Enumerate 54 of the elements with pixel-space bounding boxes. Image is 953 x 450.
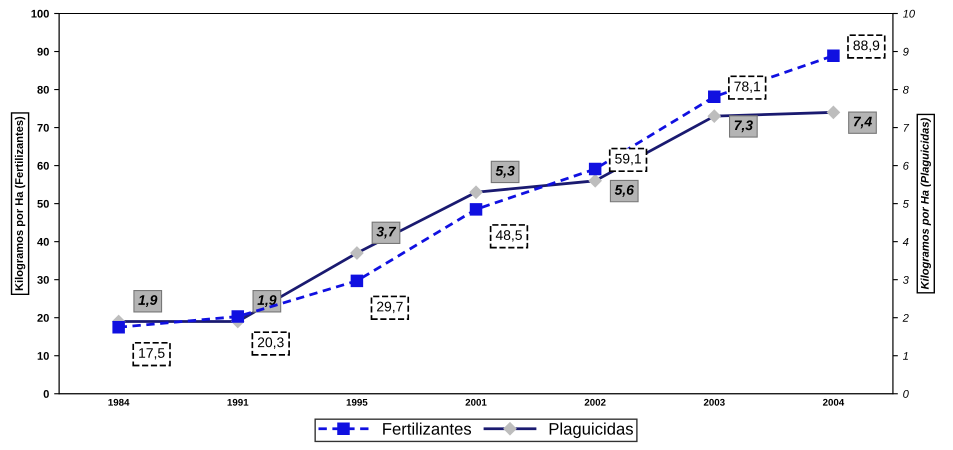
data-label: 17,5	[139, 348, 165, 360]
data-label: 1,9	[138, 295, 158, 307]
point	[350, 274, 364, 288]
y2-tick-label: 9	[903, 48, 909, 56]
data-label: 7,3	[734, 120, 753, 132]
data-label: 1,9	[257, 295, 276, 307]
y2-tick-label: 4	[902, 238, 908, 246]
y2-tick-label: 10	[902, 10, 915, 18]
x-tick-label: 2003	[704, 398, 725, 406]
data-label: 3,7	[376, 226, 396, 239]
data-label: 48,5	[496, 230, 522, 242]
y2-tick-label: 5	[902, 200, 909, 208]
y2-tick-label: 2	[902, 314, 909, 322]
y-tick-label: 50	[37, 200, 49, 208]
y2-axis-title: Kilogramos por Ha (Plaguicidas)	[920, 118, 931, 290]
y2-tick-label: 8	[902, 86, 909, 94]
y2-tick-label: 6	[903, 162, 909, 170]
point	[112, 320, 125, 334]
y-tick-label: 10	[38, 352, 49, 360]
x-tick-label: 2004	[822, 398, 844, 406]
y-tick-label: 20	[37, 314, 49, 322]
y-tick-label: 0	[44, 390, 49, 398]
data-label: 5,6	[614, 185, 634, 197]
x-tick-label: 1991	[228, 398, 248, 406]
point	[588, 162, 602, 176]
y2-tick-label: 1	[902, 352, 908, 360]
data-label: 59,1	[615, 154, 641, 166]
point	[827, 49, 840, 62]
x-tick-label: 2001	[466, 398, 487, 406]
y-tick-label: 60	[37, 162, 49, 170]
data-label: 78,1	[734, 82, 760, 93]
legend-label: Plaguicidas	[550, 422, 633, 438]
y-tick-label: 40	[37, 238, 49, 246]
y-tick-label: 70	[37, 124, 49, 132]
y2-tick-label: 7	[904, 124, 910, 132]
data-label: 5,3	[496, 166, 515, 178]
point	[470, 203, 482, 216]
data-label: 88,9	[853, 40, 880, 52]
y2-tick-label: 3	[902, 276, 909, 284]
y-axis-title: Kilogramos por Ha (Fertilizantes)	[14, 116, 26, 290]
y-tick-label: 100	[32, 10, 49, 18]
x-tick-label: 2002	[584, 398, 606, 406]
y-tick-label: 80	[37, 86, 49, 94]
data-label: 29,7	[377, 302, 403, 314]
y-tick-label: 90	[37, 48, 49, 56]
point	[232, 310, 244, 323]
y2-tick-label: 0	[903, 390, 909, 398]
x-tick-label: 1984	[108, 398, 130, 406]
data-label: 20,3	[258, 337, 284, 349]
point	[708, 90, 721, 104]
y-tick-label: 30	[37, 276, 49, 284]
x-tick-label: 1995	[346, 398, 368, 406]
legend-label: Fertilizantes	[383, 422, 472, 435]
data-label: 7,4	[854, 116, 872, 128]
